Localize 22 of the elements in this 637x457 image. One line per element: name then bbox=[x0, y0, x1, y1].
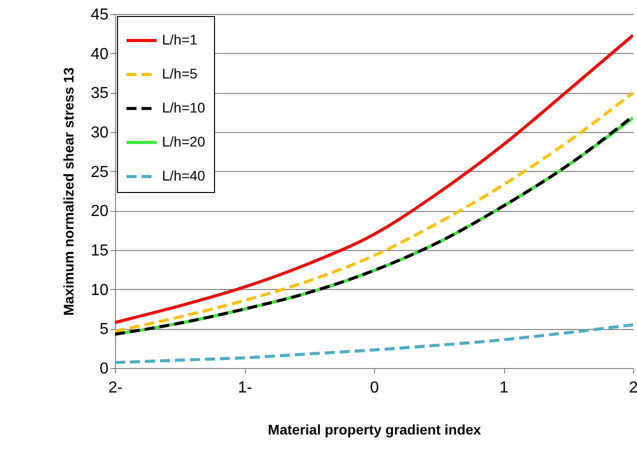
x-tick-label: 1 bbox=[500, 380, 509, 396]
y-tick-label: 25 bbox=[90, 164, 109, 181]
y-tick-label: 5 bbox=[100, 321, 109, 338]
x-tick-label: 0 bbox=[370, 380, 380, 396]
legend-label: L/h=20 bbox=[162, 134, 206, 150]
legend-label: L/h=1 bbox=[162, 32, 198, 48]
x-tick-label: 2- bbox=[108, 380, 123, 396]
y-tick-label: 20 bbox=[90, 203, 109, 220]
x-tick-label: 2 bbox=[629, 380, 637, 396]
legend-label: L/h=10 bbox=[162, 100, 206, 116]
y-tick-label: 10 bbox=[90, 282, 109, 299]
y-tick-label: 40 bbox=[90, 46, 109, 63]
y-tick-label: 45 bbox=[90, 6, 109, 24]
y-axis-title: Maximum normalized shear stress 13 bbox=[60, 67, 77, 316]
y-tick-label: 0 bbox=[100, 360, 109, 378]
legend-label: L/h=40 bbox=[162, 168, 206, 184]
y-tick-label: 30 bbox=[90, 124, 109, 142]
x-tick-label: 1- bbox=[238, 380, 252, 396]
y-tick-label: 15 bbox=[90, 242, 109, 260]
legend-label: L/h=5 bbox=[162, 66, 198, 82]
y-tick-label: 35 bbox=[90, 85, 109, 102]
x-axis-title: Material property gradient index bbox=[268, 422, 482, 438]
